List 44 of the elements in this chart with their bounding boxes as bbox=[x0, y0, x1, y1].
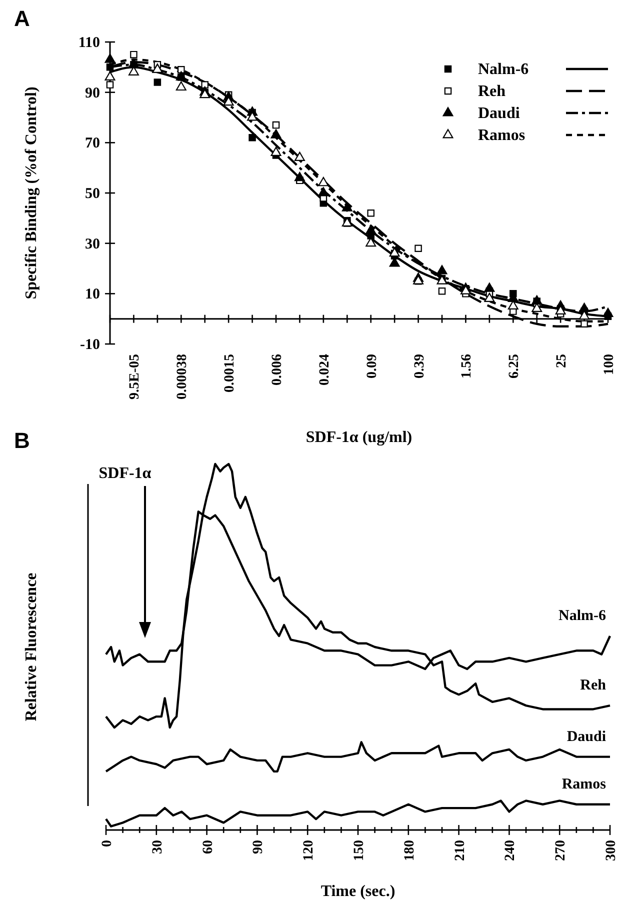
legend-label: Daudi bbox=[478, 105, 520, 122]
x-tick-label: 0.006 bbox=[270, 354, 285, 386]
x-tick-label: 150 bbox=[352, 840, 367, 861]
x-tick-label: 100 bbox=[602, 354, 617, 375]
x-tick-label: 25 bbox=[554, 354, 570, 368]
x-tick-label: 90 bbox=[251, 840, 266, 854]
series-label: Reh bbox=[580, 678, 607, 694]
x-axis-title: SDF-1α (ug/ml) bbox=[306, 429, 412, 446]
x-tick-label: 120 bbox=[302, 840, 317, 861]
x-tick-label: 180 bbox=[402, 840, 418, 861]
x-tick-label: 0 bbox=[100, 840, 115, 847]
x-tick-label: 300 bbox=[604, 840, 619, 861]
x-axis-title: Time (sec.) bbox=[320, 883, 396, 900]
y-tick-label: 30 bbox=[85, 236, 100, 252]
annotation: SDF-1α bbox=[98, 465, 152, 482]
x-tick-label: 240 bbox=[503, 840, 518, 861]
y-tick-label: 110 bbox=[78, 35, 100, 51]
y-axis-title: Relative Fluorescence bbox=[23, 572, 40, 722]
x-tick-label: 0.00038 bbox=[175, 354, 190, 400]
x-tick-label: 6.25 bbox=[507, 354, 522, 378]
x-tick-label: 1.56 bbox=[460, 354, 475, 378]
x-tick-label: 30 bbox=[150, 840, 166, 854]
y-tick-label: -10 bbox=[80, 337, 100, 353]
x-tick-label: 9.5E-05 bbox=[128, 354, 143, 400]
legend-label: Reh bbox=[478, 83, 506, 100]
x-tick-label: 60 bbox=[200, 840, 216, 854]
y-tick-label: 70 bbox=[85, 136, 100, 152]
x-tick-label: 0.09 bbox=[364, 354, 380, 378]
legend-label: Ramos bbox=[478, 127, 526, 144]
legend-label: Nalm-6 bbox=[478, 61, 529, 78]
x-tick-label: 210 bbox=[452, 840, 468, 861]
chart-title: B bbox=[14, 428, 30, 453]
series-label: Ramos bbox=[562, 776, 606, 792]
y-axis-title: Specific Binding (%of Control) bbox=[23, 86, 40, 300]
x-tick-label: 0.024 bbox=[317, 354, 332, 386]
chart-title: A bbox=[14, 6, 30, 31]
x-tick-label: 0.0015 bbox=[222, 354, 238, 392]
series-label: Nalm-6 bbox=[558, 608, 606, 624]
x-tick-label: 270 bbox=[554, 840, 569, 861]
series-label: Daudi bbox=[566, 728, 606, 745]
y-tick-label: 90 bbox=[85, 85, 100, 102]
y-tick-label: 50 bbox=[85, 186, 100, 202]
x-tick-label: 0.39 bbox=[412, 354, 428, 378]
y-tick-label: 10 bbox=[85, 286, 100, 303]
